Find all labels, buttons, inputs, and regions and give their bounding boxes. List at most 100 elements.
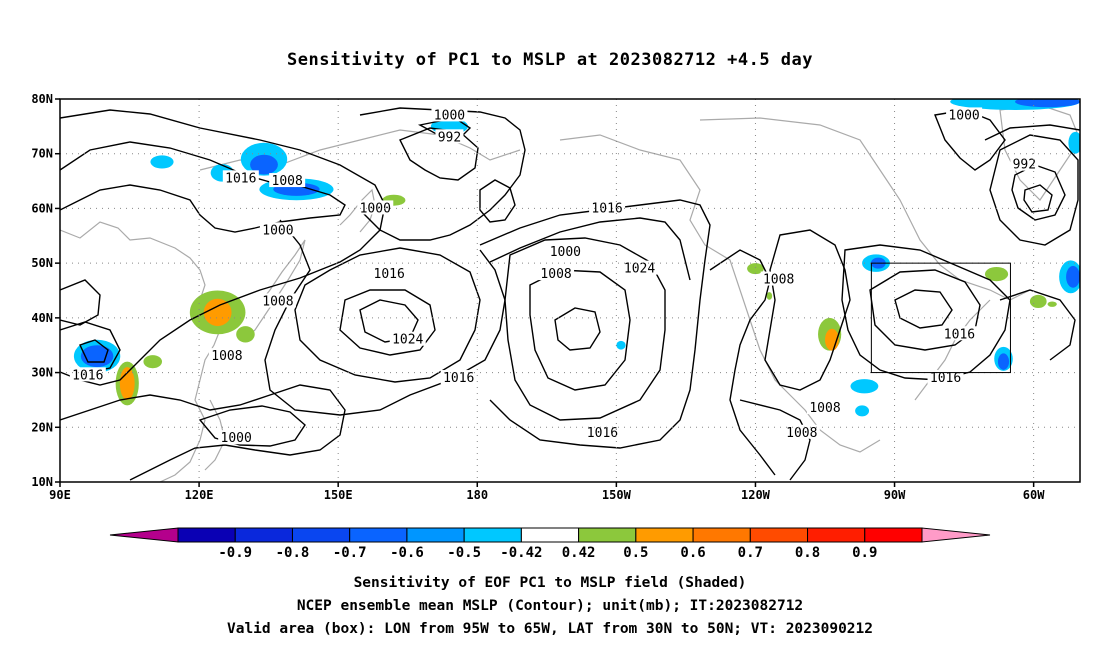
colorbar-tick-label: -0.9 [218,545,252,561]
lon-tick-label: 150E [324,488,353,502]
caption-valid-area: Valid area (box): LON from 95W to 65W, L… [226,621,873,637]
sensitivity-patch [855,405,870,417]
map-frame [59,98,1081,483]
contour-label-bg [440,370,477,385]
lat-tick-label: 20N [31,420,53,434]
contour-label: 1016 [225,171,256,186]
canada-coast [699,117,1031,301]
contour-label: 1008 [272,174,303,189]
chart-title: Sensitivity of PC1 to MSLP at 2023082712… [286,50,813,70]
sensitivity-patch [1066,265,1080,288]
lon-tick-label: 60W [1023,488,1045,502]
sensitivity-patch [984,266,1009,282]
contour-label-bg [589,200,626,215]
contour-label-bg [927,370,964,385]
lat-tick-label: 80N [31,92,53,106]
contour-label: 992 [438,130,461,145]
japan-coastline [244,239,306,339]
lon-tick-label: 120W [741,488,771,502]
colorbar-swatch [177,527,236,543]
contour-label-bg [783,424,820,439]
colorbar-swatch [635,527,694,543]
sensitivity-patch [616,340,626,350]
contour-label-bg [584,424,621,439]
contour-label: 992 [1013,158,1036,173]
colorbar-tick-label: 0.6 [680,545,705,561]
caption-contour: NCEP ensemble mean MSLP (Contour); unit(… [296,598,804,614]
sensitivity-patch [1068,131,1080,154]
contour-label-bg [946,107,983,122]
colorbar-tick-label: -0.6 [390,545,424,561]
colorbar-swatch [807,527,866,543]
sensitivity-shading [73,99,1080,417]
sensitivity-patch [850,379,879,394]
contour-label: 1024 [392,333,423,348]
colorbar-tick-label: 0.5 [623,545,648,561]
colorbar-tick-label: -0.42 [500,545,542,561]
contour-label-bg [259,222,296,237]
contour-label-bg [357,200,394,215]
contour-label: 1000 [948,108,979,123]
lat-lon-gridlines [60,99,1080,482]
sensitivity-patch [997,353,1010,370]
contour-labels: 1000 992 1016 1008 1000 1000 1016 1000 1008 1016 1… [69,107,1039,446]
colorbar-tick-label: -0.5 [447,545,481,561]
colorbar-tick-label: 0.9 [852,545,877,561]
contour-label: 1016 [443,371,474,386]
colorbar-tick-label: 0.7 [738,545,763,561]
contour-label: 1008 [763,273,794,288]
contour-label: 1000 [221,431,252,446]
colorbar-swatch [578,527,637,543]
colorbar-tick-label: 0.42 [562,545,596,561]
contour-label: 1008 [540,267,571,282]
colorbar-swatch [463,527,522,543]
sensitivity-patch [150,155,174,169]
lat-tick-label: 70N [31,147,53,161]
contour-label: 1016 [374,267,405,282]
lon-tick-label: 150W [602,488,632,502]
colorbar-swatch [234,527,293,543]
sensitivity-patch [119,367,135,400]
lon-tick-label: 120E [185,488,214,502]
colorbar-swatch [349,527,408,543]
contour-label-bg [371,266,408,281]
contour-label-bg [435,129,464,144]
colorbar-tick-label: 0.8 [795,545,820,561]
sensitivity-patch [1047,301,1057,307]
valid-area-box [870,262,1011,374]
contour-label: 1008 [211,349,242,364]
contour-label-bg [807,400,843,415]
contour-label-bg [208,348,245,363]
latitude-axis: 80N 70N 60N 50N 40N 30N 20N 10N [31,92,60,489]
contour-label: 1024 [624,262,655,277]
colorbar-swatch [406,527,465,543]
lat-tick-label: 40N [31,311,53,325]
contour-label: 1016 [944,327,975,342]
contour-label-bg [389,331,426,346]
contour-label-bg [538,266,575,281]
caption-shading: Sensitivity of EOF PC1 to MSLP field (Sh… [353,575,747,591]
contour-label-bg [621,260,658,275]
contour-label: 1000 [262,223,293,238]
contour-label: 1000 [434,108,465,123]
contour-label-bg [269,173,306,188]
contour-label: 1016 [930,371,961,386]
contour-label-bg [222,170,259,185]
mslp-contours [60,107,1080,481]
colorbar-swatch [692,527,751,543]
sensitivity-patch [1029,294,1047,309]
sensitivity-patch [203,298,232,327]
contour-label: 1016 [72,368,103,383]
contour-label: 1016 [591,201,622,216]
east-coast-us [914,299,991,401]
colorbar-high-arrow [921,527,991,543]
contour-label: 1008 [786,426,817,441]
contour-label-bg [259,293,296,308]
sensitivity-patch [1015,99,1080,108]
colorbar-swatch [864,527,923,543]
lat-tick-label: 10N [31,475,53,489]
sensitivity-patch [143,355,163,369]
colorbar-tick-label: -0.8 [276,545,310,561]
contour-label: 1000 [550,245,581,260]
